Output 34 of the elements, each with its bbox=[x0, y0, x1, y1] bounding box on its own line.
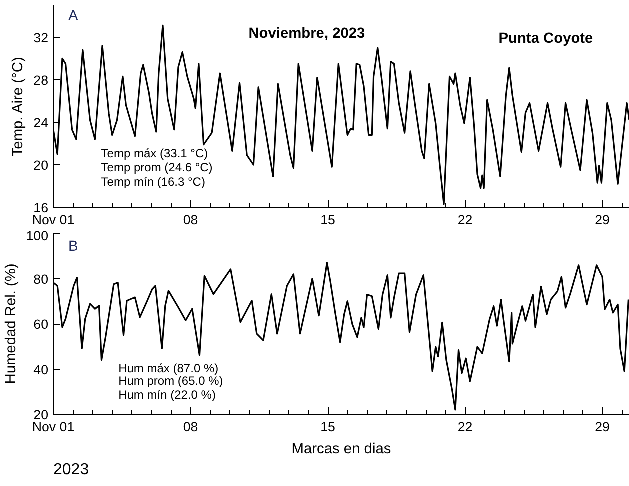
annotation: Hum mín (22.0 %) bbox=[118, 388, 216, 402]
x-tick-label: 08 bbox=[183, 420, 198, 434]
annotation: Punta Coyote bbox=[498, 30, 594, 47]
annotation: Temp máx (33.1 °C) bbox=[101, 146, 208, 160]
y-tick-label: 20 bbox=[34, 158, 49, 173]
annotation: Hum prom (65.0 %) bbox=[118, 374, 224, 388]
y-tick-label: 24 bbox=[34, 115, 50, 130]
text: Noviembre, 2023 bbox=[248, 26, 366, 42]
annotation: A bbox=[68, 8, 78, 25]
annotation: B bbox=[68, 238, 78, 255]
annotation: Temp mín (16.3 °C) bbox=[101, 174, 206, 189]
y-tick-label: 32 bbox=[34, 30, 49, 46]
y-tick-label: 16 bbox=[34, 200, 49, 216]
x-tick-label: Nov 01 bbox=[32, 420, 75, 434]
x-tick-label: 08 bbox=[183, 212, 198, 228]
y-axis-title: Temp. Aire (°C) bbox=[10, 57, 27, 157]
x-tick-label: 15 bbox=[320, 212, 336, 228]
x-tick-label: 22 bbox=[458, 212, 473, 228]
y-axis-title: Humedad Rel. (%) bbox=[3, 264, 20, 384]
annotation: Temp prom (24.6 °C) bbox=[101, 160, 213, 175]
annotation: Hum máx (87.0 %) bbox=[118, 362, 219, 376]
y-tick-label: 40 bbox=[34, 362, 49, 378]
y-tick-label: 100 bbox=[26, 228, 49, 244]
x-tick-label: Nov 01 bbox=[32, 212, 75, 228]
y-tick-label: 20 bbox=[34, 408, 49, 422]
x-axis-title: Marcas en dias bbox=[292, 442, 392, 458]
y-tick-label: 60 bbox=[34, 317, 49, 332]
text: 2023 bbox=[54, 462, 90, 478]
x-tick-label: 29 bbox=[595, 212, 610, 228]
y-tick-label: 80 bbox=[34, 272, 49, 287]
x-tick-label: 15 bbox=[320, 420, 336, 434]
x-tick-label: 29 bbox=[595, 420, 610, 434]
x-tick-label: 22 bbox=[458, 420, 473, 434]
y-tick-label: 28 bbox=[34, 72, 49, 88]
